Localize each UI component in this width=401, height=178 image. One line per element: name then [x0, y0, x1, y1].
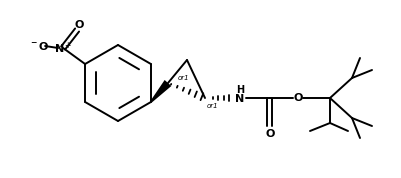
Polygon shape — [150, 80, 171, 103]
Text: $\mathregular{N}^+$: $\mathregular{N}^+$ — [54, 40, 72, 56]
Text: or1: or1 — [207, 103, 218, 109]
Text: O: O — [265, 129, 274, 139]
Text: O: O — [293, 93, 302, 103]
Text: O: O — [74, 20, 83, 30]
Text: N: N — [235, 94, 244, 104]
Text: or1: or1 — [178, 75, 189, 81]
Text: $\mathregular{{}^-O}$: $\mathregular{{}^-O}$ — [28, 40, 49, 52]
Text: H: H — [235, 85, 243, 95]
